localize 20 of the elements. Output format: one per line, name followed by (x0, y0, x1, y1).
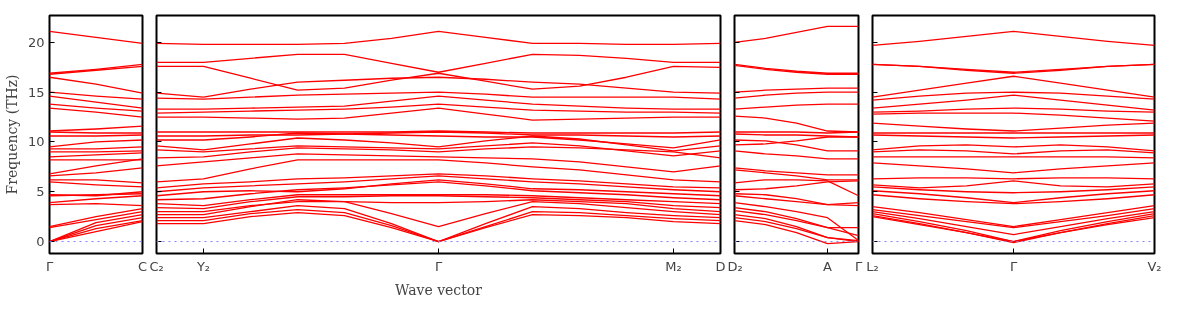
x-tick-label: Γ (1009, 258, 1018, 274)
x-tick-label: M₂ (665, 258, 682, 274)
x-tick-label: C (137, 258, 148, 274)
y-tick-label: 0 (36, 234, 45, 250)
x-tick-label: L₂ (866, 258, 879, 274)
y-tick-label: 5 (36, 184, 45, 200)
x-tick-label: V₂ (1147, 258, 1162, 274)
x-tick-label: Γ (854, 258, 863, 274)
x-tick-label: Y₂ (195, 258, 211, 274)
x-axis-title: Wave vector (395, 281, 483, 298)
x-tick-label: A (823, 258, 833, 274)
y-axis-title: Frequency (THz) (3, 74, 20, 195)
x-tick-label: C₂ (149, 258, 164, 274)
x-tick-label: D (715, 258, 726, 274)
y-tick-label: 10 (27, 134, 45, 150)
x-tick-label: D₂ (727, 258, 743, 274)
x-tick-label: Γ (45, 258, 54, 274)
y-tick-label: 15 (27, 84, 45, 100)
x-tick-label: Γ (434, 258, 443, 274)
y-tick-label: 20 (27, 34, 45, 50)
